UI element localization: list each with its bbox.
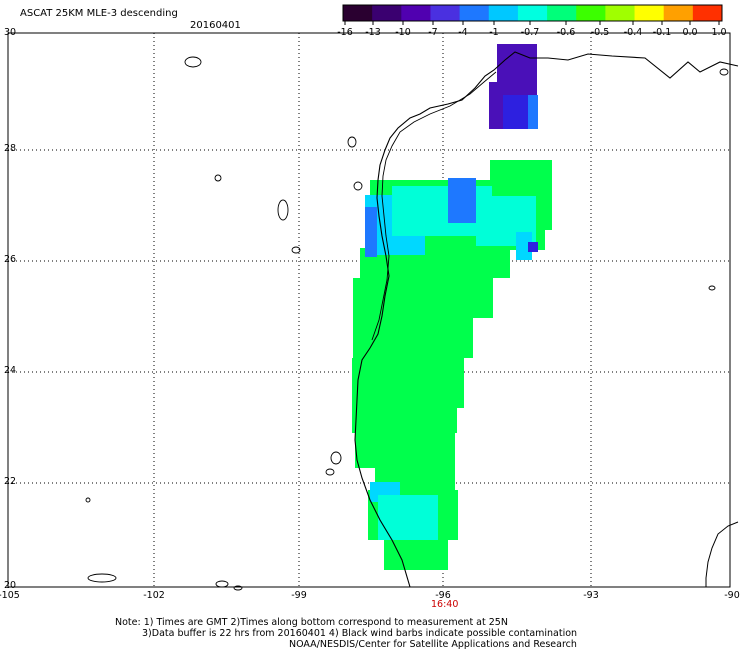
note-line-2: 3)Data buffer is 22 hrs from 20160401 4)… <box>142 628 578 639</box>
cb-label-5: -1 <box>489 27 499 38</box>
island-outline <box>277 199 289 221</box>
swath-cell <box>503 95 529 129</box>
island-outline <box>347 136 357 148</box>
swath-cell <box>528 95 538 129</box>
map-title: ASCAT 25KM MLE-3 descending <box>20 8 178 19</box>
note-line-1: Note: 1) Times are GMT 2)Times along bot… <box>115 617 508 628</box>
cb-label-3: -7 <box>428 27 438 38</box>
lat-label-20: 20 <box>4 580 17 591</box>
cb-label-7: -0.6 <box>556 27 576 38</box>
lon-label-96: -96 <box>435 590 451 601</box>
cb-label-0: -16 <box>337 27 353 38</box>
ascat-swath <box>352 44 552 570</box>
island-outline <box>719 68 729 76</box>
colorbar-segment <box>634 5 665 21</box>
coastline <box>85 51 739 591</box>
island-outline <box>353 181 363 191</box>
island-outline <box>708 285 716 291</box>
colorbar-segment <box>430 5 461 21</box>
lat-label-24: 24 <box>4 365 17 376</box>
island-outline <box>184 56 202 68</box>
swath-cell <box>352 358 464 408</box>
swath-cell <box>384 540 448 570</box>
lon-label-93: -93 <box>583 590 599 601</box>
colorbar-segment <box>343 5 373 21</box>
island-outline <box>85 497 91 503</box>
barrier-island-line <box>371 71 497 341</box>
colorbar-segment <box>663 5 694 21</box>
island-outline <box>215 580 229 588</box>
swath-cell <box>353 318 473 358</box>
yucatan-coastline <box>705 521 739 587</box>
cb-label-9: -0.4 <box>623 27 643 38</box>
island-outline <box>291 246 301 254</box>
cb-label-10: -0.1 <box>652 27 672 38</box>
swath-cell <box>365 207 377 257</box>
lon-label-90: -90 <box>724 590 740 601</box>
lon-label-99: -99 <box>291 590 307 601</box>
cb-label-1: -13 <box>365 27 381 38</box>
lat-label-22: 22 <box>4 476 17 487</box>
colorbar-segment <box>692 5 723 21</box>
lat-label-30: 30 <box>4 27 17 38</box>
colorbar <box>342 4 723 25</box>
cb-label-8: -0.5 <box>590 27 610 38</box>
note-line-3: NOAA/NESDIS/Center for Satellite Applica… <box>289 639 577 650</box>
cb-label-2: -10 <box>395 27 411 38</box>
colorbar-segment <box>459 5 490 21</box>
cb-label-11: 0.0 <box>682 27 698 38</box>
lon-label-105: -105 <box>0 590 20 601</box>
colorbar-segment <box>576 5 606 21</box>
colorbar-segment <box>517 5 548 21</box>
lat-label-26: 26 <box>4 254 17 265</box>
colorbar-segment <box>488 5 519 21</box>
time-label: 16:40 <box>431 599 459 610</box>
map-date: 20160401 <box>190 20 241 31</box>
colorbar-segment <box>372 5 402 21</box>
swath-cell <box>516 232 532 260</box>
gulf-coastline <box>354 51 739 588</box>
swath-cell <box>448 178 476 223</box>
cb-label-4: -4 <box>458 27 468 38</box>
colorbar-segment <box>605 5 636 21</box>
island-outline <box>325 468 335 476</box>
island-outline <box>330 451 342 465</box>
colorbar-segment <box>401 5 431 21</box>
colorbar-frame <box>342 4 723 22</box>
swath-cell <box>378 495 438 540</box>
island-outline <box>214 174 222 182</box>
map-frame <box>7 32 731 588</box>
lat-label-28: 28 <box>4 143 17 154</box>
swath-cell <box>497 44 537 86</box>
swath-cell <box>528 242 538 252</box>
swath-cell <box>353 278 493 318</box>
cb-label-6: -0.7 <box>520 27 540 38</box>
lon-label-102: -102 <box>143 590 165 601</box>
swath-cell <box>355 433 455 468</box>
swath-cell <box>352 408 457 433</box>
cb-label-12: 1.0 <box>711 27 727 38</box>
island-outline <box>233 585 243 591</box>
island-outline <box>87 573 117 583</box>
colorbar-segment <box>547 5 577 21</box>
